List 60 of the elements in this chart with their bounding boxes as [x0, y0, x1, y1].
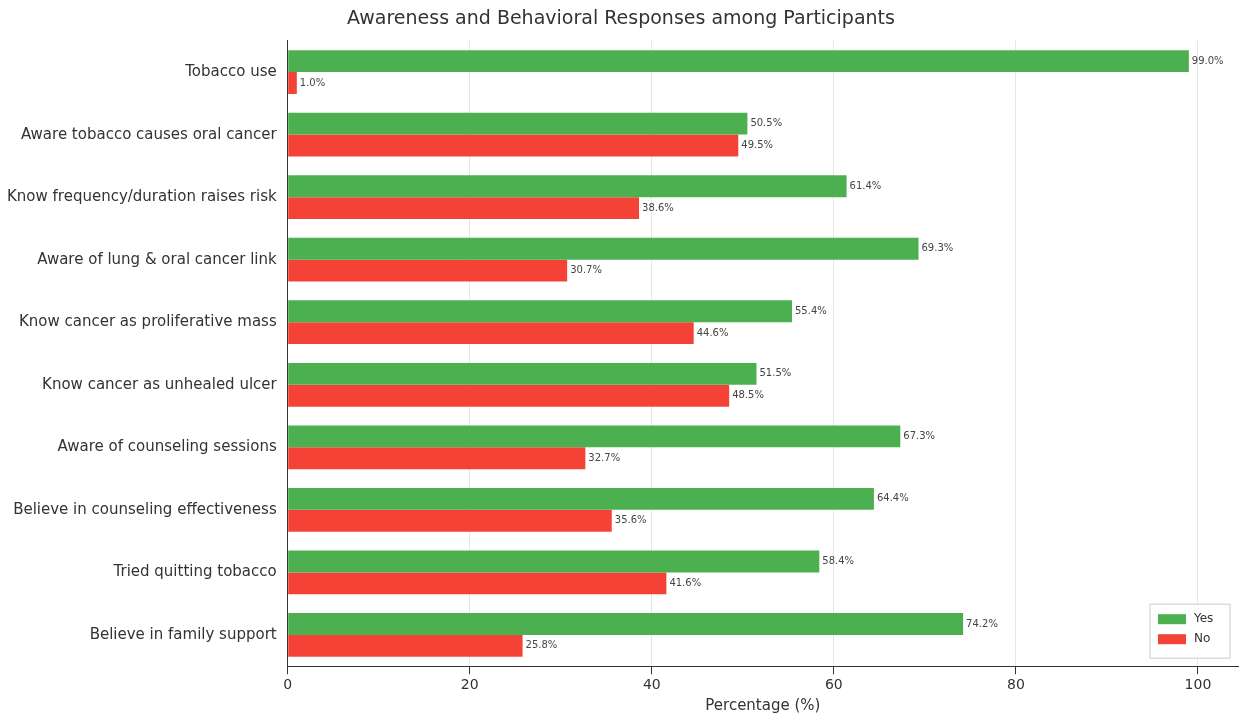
legend-label: No — [1194, 631, 1211, 646]
bar — [288, 447, 586, 470]
bar — [288, 362, 757, 385]
data-label: 61.4% — [849, 179, 882, 191]
data-label: 35.6% — [614, 514, 647, 526]
bar — [288, 197, 640, 220]
bar — [288, 175, 847, 198]
x-tick-label: 100 — [1184, 676, 1212, 693]
data-label: 32.7% — [588, 451, 621, 463]
y-tick-label: Know cancer as unhealed ulcer — [42, 374, 278, 393]
y-tick-label: Believe in family support — [89, 624, 277, 643]
bar — [288, 613, 964, 635]
data-label: 30.7% — [570, 264, 602, 276]
chart-title: Awareness and Behavioral Responses among Participants — [347, 6, 895, 29]
y-tick-label: Tobacco use — [184, 61, 277, 80]
bar — [288, 384, 730, 407]
data-label: 41.6% — [669, 576, 702, 588]
y-tick-label: Aware of lung & oral cancer link — [37, 249, 278, 268]
bar — [288, 300, 792, 323]
y-tick-label: Tried quitting tobacco — [112, 562, 277, 581]
data-label: 25.8% — [525, 639, 558, 651]
x-tick-label: 60 — [824, 676, 843, 693]
x-tick-label: 40 — [642, 676, 661, 693]
bar — [288, 550, 820, 573]
bar — [288, 72, 297, 94]
y-tick-label: Aware of counseling sessions — [57, 437, 277, 456]
bar — [288, 634, 523, 657]
bar — [288, 509, 612, 532]
y-tick-label: Know frequency/duration raises risk — [6, 187, 278, 206]
data-label: 48.5% — [732, 389, 764, 401]
data-label: 38.6% — [642, 201, 674, 213]
data-label: 44.6% — [696, 326, 729, 338]
legend-label: Yes — [1193, 611, 1214, 626]
data-label: 69.3% — [921, 242, 954, 254]
data-label: 58.4% — [822, 555, 855, 567]
data-label: 49.5% — [741, 139, 774, 151]
x-tick-label: 20 — [460, 676, 479, 693]
data-label: 1.0% — [299, 76, 326, 88]
y-tick-label: Aware tobacco causes oral cancer — [20, 124, 278, 143]
bar — [288, 322, 694, 345]
bar — [288, 237, 919, 260]
data-label: 50.5% — [750, 117, 783, 129]
data-label: 55.4% — [794, 304, 827, 316]
bar — [288, 572, 667, 595]
data-label: 74.2% — [966, 617, 998, 629]
y-tick-label: Know cancer as proliferative mass — [18, 312, 277, 331]
x-axis-title: Percentage (%) — [705, 695, 821, 714]
bar — [288, 487, 874, 510]
data-label: 64.4% — [876, 492, 909, 504]
x-tick-label: 0 — [283, 676, 293, 693]
bar — [288, 134, 739, 157]
y-tick-label: Believe in counseling effectiveness — [13, 499, 277, 518]
data-label: 67.3% — [903, 429, 936, 441]
bar — [288, 425, 901, 448]
bar — [288, 259, 568, 282]
data-label: 99.0% — [1191, 54, 1224, 66]
data-label: 51.5% — [759, 367, 792, 379]
x-tick-label: 80 — [1006, 676, 1025, 693]
bar — [288, 50, 1189, 73]
bar — [288, 112, 748, 135]
